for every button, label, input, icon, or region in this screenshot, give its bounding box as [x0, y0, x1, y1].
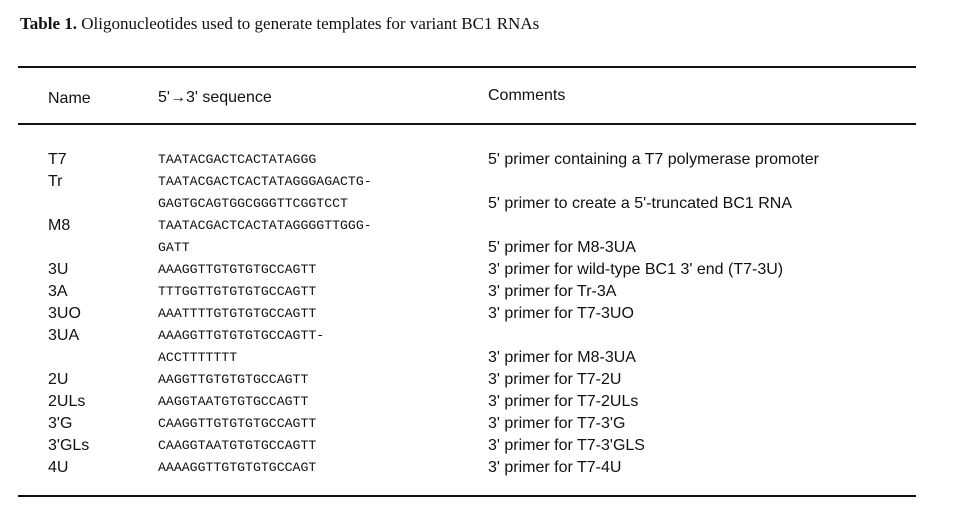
- header-sequence: 5'→3' sequence: [158, 89, 272, 106]
- table-caption-label: Table 1.: [20, 14, 78, 33]
- oligo-name: 3'G: [48, 415, 73, 432]
- oligo-sequence: AAAGGTTGTGTGTGCCAGTT: [158, 259, 316, 281]
- oligo-sequence: CAAGGTAATGTGTGCCAGTT: [158, 435, 316, 457]
- oligo-comment: 3' primer for T7-4U: [488, 459, 622, 476]
- oligo-sequence-line: GAGTGCAGTGGCGGGTTCGGTCCT: [158, 196, 348, 211]
- oligo-comment: 3' primer for M8-3UA: [488, 349, 636, 366]
- table-top-rule: [18, 66, 916, 68]
- oligo-sequence-line: AAGGTAATGTGTGCCAGTT: [158, 394, 309, 409]
- oligo-comment: 3' primer for T7-2ULs: [488, 393, 639, 410]
- oligo-comment: 3' primer for T7-3'G: [488, 415, 626, 432]
- oligo-name: 3'GLs: [48, 437, 90, 454]
- oligo-comment: 5' primer to create a 5'-truncated BC1 R…: [488, 195, 793, 212]
- header-comments: Comments: [488, 87, 566, 104]
- oligo-name: T7: [48, 151, 67, 168]
- oligo-sequence-line: CAAGGTTGTGTGTGCCAGTT: [158, 416, 317, 431]
- oligo-name: 3A: [48, 283, 68, 300]
- oligo-sequence-line: TTTGGTTGTGTGTGCCAGTT: [158, 284, 317, 299]
- table-row: 3UA AAAGGTTGTGTGTGCCAGTT- ACCTTTTTTT 3' pri…: [0, 325, 955, 369]
- oligo-comment: 5' primer containing a T7 polymerase pro…: [488, 151, 819, 168]
- oligo-sequence: AAATTTTGTGTGTGCCAGTT: [158, 303, 316, 325]
- table-body: T7 TAATACGACTCACTATAGGG 5' primer containi…: [0, 149, 955, 479]
- oligo-name: 3U: [48, 261, 69, 278]
- oligo-sequence: AAAAGGTTGTGTGTGCCAGT: [158, 457, 316, 479]
- oligo-sequence-line: AAAGGTTGTGTGTGCCAGTT-: [158, 328, 325, 343]
- table-row: 3'G CAAGGTTGTGTGTGCCAGTT 3' primer for T7-…: [0, 413, 955, 435]
- table-caption-text: Oligonucleotides used to generate templa…: [77, 14, 540, 33]
- oligo-sequence: TAATACGACTCACTATAGGGGTTGGG- GATT: [158, 215, 372, 259]
- oligo-sequence: TAATACGACTCACTATAGGG: [158, 149, 316, 171]
- oligo-sequence: AAGGTTGTGTGTGCCAGTT: [158, 369, 308, 391]
- table-row: 3UO AAATTTTGTGTGTGCCAGTT 3' primer for T7-…: [0, 303, 955, 325]
- oligo-comment: 5' primer for M8-3UA: [488, 239, 636, 256]
- table-bottom-rule: [18, 495, 916, 497]
- oligo-comment: 3' primer for wild-type BC1 3' end (T7-3…: [488, 261, 784, 278]
- oligo-sequence-line: CAAGGTAATGTGTGCCAGTT: [158, 438, 317, 453]
- oligo-sequence-line: AAGGTTGTGTGTGCCAGTT: [158, 372, 309, 387]
- oligo-name: 3UO: [48, 305, 81, 322]
- oligo-name: 4U: [48, 459, 69, 476]
- oligo-name: 2ULs: [48, 393, 86, 410]
- table-row: Tr TAATACGACTCACTATAGGGAGACTG- GAGTGCAGTGG…: [0, 171, 955, 215]
- oligo-sequence: CAAGGTTGTGTGTGCCAGTT: [158, 413, 316, 435]
- table-row: 3A TTTGGTTGTGTGTGCCAGTT 3' primer for Tr-3…: [0, 281, 955, 303]
- oligo-name: M8: [48, 217, 71, 234]
- oligo-comment: 3' primer for T7-2U: [488, 371, 622, 388]
- oligo-sequence-line: TAATACGACTCACTATAGGG: [158, 152, 317, 167]
- oligo-sequence-line: TAATACGACTCACTATAGGGGTTGGG-: [158, 218, 372, 233]
- table-row: 2ULs AAGGTAATGTGTGCCAGTT 3' primer for T7-…: [0, 391, 955, 413]
- oligo-comment: 3' primer for T7-3'GLS: [488, 437, 645, 454]
- table-row: 3U AAAGGTTGTGTGTGCCAGTT 3' primer for wild…: [0, 259, 955, 281]
- oligo-name: 3UA: [48, 327, 80, 344]
- oligo-sequence-line: GATT: [158, 240, 190, 255]
- oligo-sequence: AAGGTAATGTGTGCCAGTT: [158, 391, 308, 413]
- oligo-sequence: TAATACGACTCACTATAGGGAGACTG- GAGTGCAGTGGCG…: [158, 171, 372, 215]
- oligo-sequence: AAAGGTTGTGTGTGCCAGTT- ACCTTTTTTT: [158, 325, 324, 369]
- header-name: Name: [48, 90, 91, 107]
- table-row: 3'GLs CAAGGTAATGTGTGCCAGTT 3' primer for T…: [0, 435, 955, 457]
- table-row: 4U AAAAGGTTGTGTGTGCCAGT 3' primer for T7-4…: [0, 457, 955, 479]
- table-row: T7 TAATACGACTCACTATAGGG 5' primer containi…: [0, 149, 955, 171]
- oligo-comment: 3' primer for Tr-3A: [488, 283, 617, 300]
- oligo-sequence-line: AAATTTTGTGTGTGCCAGTT: [158, 306, 317, 321]
- oligo-name: Tr: [48, 173, 63, 190]
- table-row: 2U AAGGTTGTGTGTGCCAGTT 3' primer for T7-2U: [0, 369, 955, 391]
- oligo-comment: 3' primer for T7-3UO: [488, 305, 634, 322]
- oligo-sequence-line: AAAAGGTTGTGTGTGCCAGT: [158, 460, 317, 475]
- oligo-sequence-line: AAAGGTTGTGTGTGCCAGTT: [158, 262, 317, 277]
- oligo-name: 2U: [48, 371, 69, 388]
- table-row: M8 TAATACGACTCACTATAGGGGTTGGG- GATT 5' prim…: [0, 215, 955, 259]
- table-caption: Table 1. Oligonucleotides used to genera…: [20, 14, 539, 34]
- table-header-rule: [18, 123, 916, 125]
- oligo-sequence: TTTGGTTGTGTGTGCCAGTT: [158, 281, 316, 303]
- oligo-sequence-line: TAATACGACTCACTATAGGGAGACTG-: [158, 174, 372, 189]
- oligo-sequence-line: ACCTTTTTTT: [158, 350, 238, 365]
